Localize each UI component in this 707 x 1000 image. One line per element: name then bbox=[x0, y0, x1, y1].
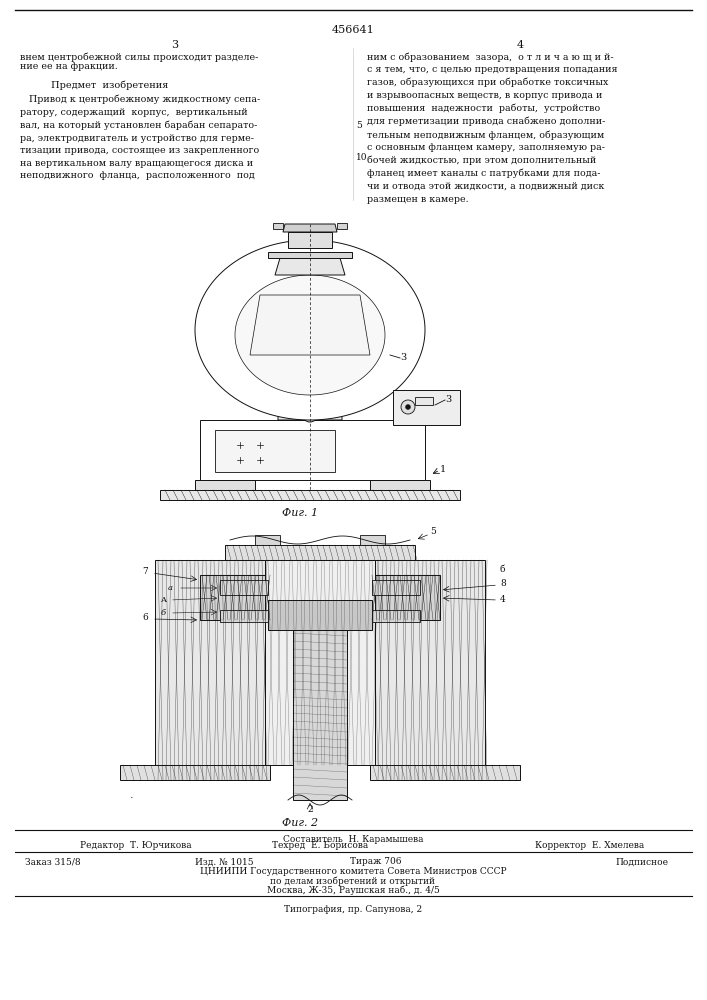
Text: 5: 5 bbox=[356, 120, 362, 129]
Polygon shape bbox=[372, 580, 420, 595]
Text: Привод к центробежному жидкостному сепа-
ратору, содержащий  корпус,  вертикальн: Привод к центробежному жидкостному сепа-… bbox=[20, 95, 260, 180]
Text: Подписное: Подписное bbox=[615, 857, 668, 866]
Polygon shape bbox=[278, 405, 342, 420]
Polygon shape bbox=[265, 560, 375, 765]
Text: 5: 5 bbox=[430, 528, 436, 536]
Text: Заказ 315/8: Заказ 315/8 bbox=[25, 857, 81, 866]
Polygon shape bbox=[268, 600, 372, 630]
Text: внем центробежной силы происходит разделе-: внем центробежной силы происходит раздел… bbox=[20, 52, 258, 62]
Circle shape bbox=[406, 404, 411, 410]
Polygon shape bbox=[275, 258, 345, 275]
Text: Типография, пр. Сапунова, 2: Типография, пр. Сапунова, 2 bbox=[284, 906, 422, 914]
Circle shape bbox=[307, 411, 313, 417]
Text: 456641: 456641 bbox=[332, 25, 375, 35]
Text: б: б bbox=[500, 566, 506, 574]
Text: по делам изобретений и открытий: по делам изобретений и открытий bbox=[271, 876, 436, 886]
Polygon shape bbox=[360, 535, 385, 545]
Text: 4: 4 bbox=[516, 40, 524, 50]
Text: Составитель  Н. Карамышева: Составитель Н. Карамышева bbox=[283, 836, 423, 844]
Polygon shape bbox=[255, 535, 280, 545]
Polygon shape bbox=[235, 275, 385, 395]
Polygon shape bbox=[220, 580, 268, 595]
Text: A: A bbox=[160, 596, 166, 604]
Text: Москва, Ж-35, Раушская наб., д. 4/5: Москва, Ж-35, Раушская наб., д. 4/5 bbox=[267, 885, 440, 895]
Text: 6: 6 bbox=[142, 613, 148, 622]
Polygon shape bbox=[370, 765, 520, 780]
Text: Техред  Е. Борисова: Техред Е. Борисова bbox=[272, 840, 368, 850]
Polygon shape bbox=[370, 480, 430, 490]
Text: ЦНИИПИ Государственного комитета Совета Министров СССР: ЦНИИПИ Государственного комитета Совета … bbox=[199, 867, 506, 876]
Text: 10: 10 bbox=[356, 153, 368, 162]
Text: 3: 3 bbox=[445, 395, 451, 404]
Text: a: a bbox=[168, 584, 173, 592]
Text: 4: 4 bbox=[500, 595, 506, 604]
Text: ние ее на фракции.: ние ее на фракции. bbox=[20, 62, 118, 71]
Polygon shape bbox=[375, 560, 485, 780]
Text: 1: 1 bbox=[440, 466, 446, 475]
Bar bbox=[415, 397, 433, 405]
Polygon shape bbox=[393, 390, 460, 425]
Polygon shape bbox=[155, 560, 265, 780]
Polygon shape bbox=[200, 575, 270, 620]
Polygon shape bbox=[288, 232, 332, 248]
Text: Изд. № 1015: Изд. № 1015 bbox=[195, 857, 254, 866]
Polygon shape bbox=[195, 480, 255, 490]
Text: б: б bbox=[160, 609, 165, 617]
Circle shape bbox=[401, 400, 415, 414]
Polygon shape bbox=[372, 610, 420, 622]
Polygon shape bbox=[220, 610, 268, 622]
Polygon shape bbox=[120, 765, 270, 780]
Text: Редактор  Т. Юрчикова: Редактор Т. Юрчикова bbox=[80, 840, 192, 850]
Text: 2: 2 bbox=[307, 806, 312, 814]
Polygon shape bbox=[200, 420, 425, 480]
Circle shape bbox=[302, 406, 318, 422]
Text: Фиг. 1: Фиг. 1 bbox=[282, 508, 318, 518]
Polygon shape bbox=[160, 490, 460, 500]
Polygon shape bbox=[195, 240, 425, 420]
Polygon shape bbox=[283, 224, 337, 232]
Polygon shape bbox=[250, 295, 370, 355]
Polygon shape bbox=[225, 545, 415, 560]
Text: Фиг. 2: Фиг. 2 bbox=[282, 818, 318, 828]
Bar bbox=[337, 223, 347, 229]
Polygon shape bbox=[293, 630, 347, 800]
Text: 8: 8 bbox=[500, 578, 506, 587]
Text: 3: 3 bbox=[171, 40, 179, 50]
Text: Тираж 706: Тираж 706 bbox=[350, 857, 402, 866]
Polygon shape bbox=[215, 430, 335, 472]
Text: ним с образованием  зазора,  о т л и ч а ю щ и й-
с я тем, что, с целью предотвр: ним с образованием зазора, о т л и ч а ю… bbox=[367, 52, 618, 204]
Polygon shape bbox=[370, 575, 440, 620]
Polygon shape bbox=[268, 252, 352, 258]
Text: Корректор  Е. Хмелева: Корректор Е. Хмелева bbox=[535, 840, 645, 850]
Text: 7: 7 bbox=[142, 568, 148, 576]
Bar bbox=[273, 223, 283, 229]
Text: .: . bbox=[130, 790, 134, 800]
Text: Предмет  изобретения: Предмет изобретения bbox=[52, 80, 169, 90]
Text: 3: 3 bbox=[400, 354, 407, 362]
